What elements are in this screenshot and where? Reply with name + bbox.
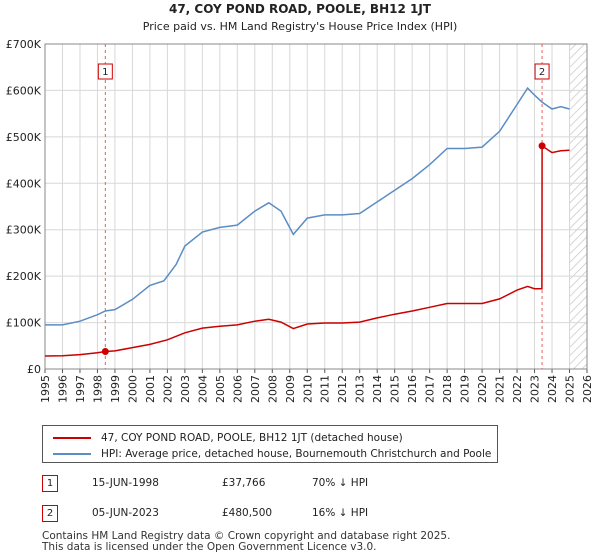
sale-price: £37,766	[222, 477, 266, 489]
x-tick-label: 2004	[196, 375, 209, 403]
legend-label-property: 47, COY POND ROAD, POOLE, BH12 1JT (deta…	[101, 432, 403, 444]
x-tick-label: 2024	[546, 375, 559, 403]
forecast-shaded-region	[569, 44, 587, 369]
legend-item-property: 47, COY POND ROAD, POOLE, BH12 1JT (deta…	[53, 430, 403, 446]
chart-title: 47, COY POND ROAD, POOLE, BH12 1JT	[169, 2, 432, 16]
x-tick-label: 1998	[91, 375, 104, 403]
series-line	[44, 144, 570, 357]
x-tick-label: 2022	[511, 375, 524, 403]
x-tick-label: 1996	[56, 375, 69, 403]
series-line	[45, 86, 570, 326]
sale-row: 1 15-JUN-1998 £37,766 70% ↓ HPI	[42, 470, 502, 500]
plot-area: £0 £100K £200K £300K £400K £500K £600K £700K 199…	[6, 38, 594, 403]
x-tick-label: 2014	[371, 375, 384, 403]
x-tick-label: 2015	[389, 375, 402, 403]
x-tick-label: 2012	[336, 375, 349, 403]
x-tick-label: 2006	[231, 375, 244, 403]
y-tick-label: £700K	[6, 38, 42, 51]
x-tick-label: 2003	[179, 375, 192, 403]
x-tick-label: 2019	[459, 375, 472, 403]
plot-frame	[44, 43, 588, 370]
x-tick-label: 2017	[424, 375, 437, 403]
x-tick-label: 2023	[529, 375, 542, 403]
x-tick-label: 2010	[301, 375, 314, 403]
x-tick-label: 2011	[319, 375, 332, 403]
sales-table: 1 15-JUN-1998 £37,766 70% ↓ HPI 2 05-JUN…	[42, 470, 502, 530]
price-chart: 47, COY POND ROAD, POOLE, BH12 1JT Price…	[6, 2, 594, 403]
y-tick-label: £0	[27, 363, 41, 376]
footer-attribution: Contains HM Land Registry data © Crown c…	[42, 531, 450, 553]
x-tick-label: 2018	[441, 375, 454, 403]
x-tick-label: 2005	[214, 375, 227, 403]
x-tick-label: 2008	[266, 375, 279, 403]
x-tick-label: 2009	[284, 375, 297, 403]
sale-point	[538, 142, 546, 150]
footer-line-2: This data is licensed under the Open Gov…	[42, 541, 377, 553]
sale-hpi-comparison: 16% ↓ HPI	[312, 507, 369, 519]
x-tick-label: 2002	[161, 375, 174, 403]
legend-item-hpi: HPI: Average price, detached house, Bour…	[53, 446, 491, 462]
x-tick-label: 1999	[109, 375, 122, 403]
y-tick-label: £200K	[6, 270, 42, 283]
sale-point	[101, 347, 109, 355]
x-tick-label: 1997	[74, 375, 87, 403]
x-tick-label: 2025	[564, 375, 577, 403]
chart-legend: 47, COY POND ROAD, POOLE, BH12 1JT (deta…	[42, 425, 498, 463]
y-tick-label: £400K	[6, 177, 42, 190]
sale-number-badge: 1	[42, 475, 58, 492]
legend-label-hpi: HPI: Average price, detached house, Bour…	[101, 448, 492, 460]
x-tick-label: 2001	[144, 375, 157, 403]
y-tick-label: £600K	[6, 84, 42, 97]
plot-background	[45, 44, 587, 369]
sale-row: 2 05-JUN-2023 £480,500 16% ↓ HPI	[42, 500, 502, 530]
sale-date: 15-JUN-1998	[92, 477, 159, 489]
sale-price: £480,500	[222, 507, 273, 519]
sale-marker-badge	[534, 63, 550, 80]
x-tick-label: 2000	[126, 375, 139, 403]
sale-hpi-comparison: 70% ↓ HPI	[312, 477, 369, 489]
x-tick-label: 1995	[39, 375, 52, 403]
x-tick-label: 2020	[476, 375, 489, 403]
x-tick-label: 2016	[406, 375, 419, 403]
sale-marker-label: 1	[102, 67, 108, 78]
legend-swatch-property	[53, 437, 91, 439]
sale-marker-label: 2	[539, 67, 545, 78]
footer-line-1: Contains HM Land Registry data © Crown c…	[42, 530, 451, 542]
x-tick-label: 2021	[494, 375, 507, 403]
x-tick-label: 2013	[354, 375, 367, 403]
y-tick-label: £300K	[6, 224, 42, 237]
x-tick-label: 2026	[581, 375, 594, 403]
sale-number-badge: 2	[42, 505, 58, 522]
y-tick-label: £500K	[6, 131, 42, 144]
y-tick-label: £100K	[6, 317, 42, 330]
sale-marker-badge	[97, 63, 113, 80]
x-tick-label: 2007	[249, 375, 262, 403]
chart-subtitle: Price paid vs. HM Land Registry's House …	[143, 20, 458, 33]
sale-date: 05-JUN-2023	[92, 507, 159, 519]
legend-swatch-hpi	[53, 453, 91, 455]
